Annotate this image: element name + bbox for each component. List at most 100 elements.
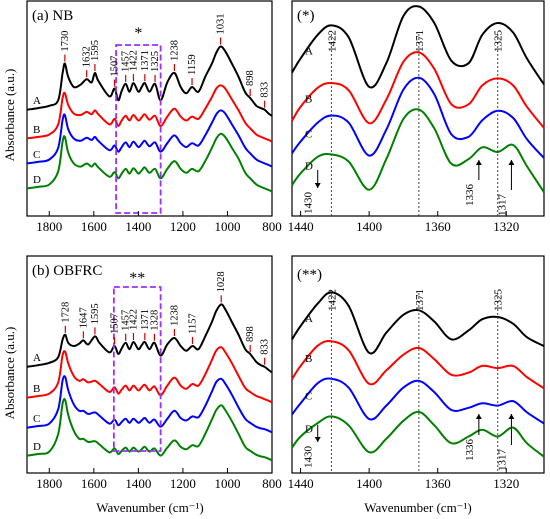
peak-label: 1730 [60, 31, 71, 52]
x-axis-label-left: Wavenumber (cm⁻¹) [96, 500, 204, 515]
series-line-C [26, 375, 273, 434]
panel-a-frame [26, 0, 273, 217]
x-tick-label: 1600 [81, 476, 107, 491]
peak-label: 1507 [110, 56, 121, 77]
x-tick-label: 1360 [425, 476, 451, 491]
arrow-head [508, 160, 515, 165]
reference-line-label: 1422 [326, 30, 338, 52]
peak-label: 1457 [121, 310, 132, 331]
series-label-A: A [33, 352, 41, 364]
peak-label: 898 [245, 70, 256, 86]
peak-label: 1028 [216, 271, 227, 292]
series-label-D: D [305, 160, 313, 172]
series-line-A [26, 303, 273, 374]
series-label-A: A [305, 45, 313, 57]
series-label-A: A [33, 95, 41, 107]
series-label-D: D [33, 441, 41, 453]
x-tick-label: 1000 [214, 219, 240, 234]
series-label-B: B [305, 94, 312, 106]
arrow-label: 1430 [303, 192, 315, 215]
peak-label: 1595 [90, 303, 101, 324]
x-tick-label: 1320 [493, 219, 519, 234]
x-tick-label: 1400 [125, 476, 151, 491]
x-tick-label: 1360 [425, 219, 451, 234]
series-line-D [26, 132, 273, 193]
peak-label: 1238 [169, 40, 180, 61]
peak-label: 1422 [129, 309, 140, 330]
series-line-D [26, 398, 273, 462]
panel-b-title: (b) OBFRC [32, 263, 102, 279]
arrow-label: 1317 [496, 194, 508, 217]
series-line-A [26, 45, 273, 117]
x-tick-label: 1000 [214, 476, 240, 491]
panel-b-zoom-series: A B C D [291, 291, 545, 458]
series-label-C: C [33, 413, 40, 425]
x-tick-label: 800 [262, 219, 282, 234]
panel-a-title: (a) NB [32, 8, 73, 24]
panel-a-x-ticks: 1800 1600 1400 1200 1000 800 [36, 211, 282, 234]
arrow-head [314, 183, 321, 188]
panel-a-zoom-x-ticks: 1440 1400 1360 1320 [288, 211, 519, 234]
panel-a-zoom-title: (*) [297, 8, 315, 24]
panel-b-zoom-annotations: 1422 1371 1325 1430 1336 1317 [303, 289, 515, 473]
zoom-region-label: * [134, 25, 142, 42]
series-line-B [26, 346, 273, 404]
series-line-A [291, 5, 545, 89]
arrow-label: 1336 [464, 184, 476, 207]
x-tick-label: 1800 [36, 219, 62, 234]
panel-a-series: A B C D [26, 45, 273, 193]
reference-line-label: 1325 [493, 30, 505, 53]
arrow-head [475, 160, 482, 165]
panel-a-zoom-annotations: 1422 1371 1325 1430 1336 1317 [303, 30, 515, 217]
peak-label: 1728 [60, 302, 71, 323]
panel-b-zoom-title: (**) [297, 267, 322, 283]
series-label-B: B [305, 353, 312, 365]
series-line-C [291, 76, 545, 159]
series-label-C: C [33, 149, 40, 161]
zoom-region-label: ** [129, 270, 145, 287]
series-label-A: A [305, 313, 313, 325]
zoom-region-box [112, 286, 162, 452]
panel-b-zoom-frame [291, 255, 545, 474]
peak-label: 1632 [82, 46, 93, 67]
series-line-B [26, 84, 273, 143]
panel-b-x-ticks: 1800 1600 1400 1200 1000 800 [36, 468, 282, 491]
peak-label: 1647 [78, 307, 89, 328]
panel-b: (b) OBFRC A B C D ** 1728 1647 1595 1507 1457142… [26, 255, 282, 491]
series-line-D [291, 108, 545, 193]
reference-line-label: 1371 [414, 30, 426, 52]
x-axis-label-right: Wavenumber (cm⁻¹) [364, 500, 472, 515]
peak-label: 1422 [129, 50, 140, 71]
series-label-D: D [33, 174, 41, 186]
x-tick-label: 1440 [288, 219, 314, 234]
peak-label: 1371 [140, 309, 151, 330]
peak-label: 1325 [150, 51, 161, 72]
panel-b-frame [26, 255, 273, 474]
y-axis-label-bottom: Absorbance (a.u.) [2, 327, 17, 420]
series-line-B [291, 51, 545, 129]
reference-line-label: 1422 [326, 289, 338, 311]
x-tick-label: 1800 [36, 476, 62, 491]
arrow-head [314, 437, 321, 442]
x-tick-label: 1400 [356, 219, 382, 234]
peak-label: 1595 [90, 40, 101, 61]
x-tick-label: 1600 [81, 219, 107, 234]
series-label-B: B [33, 124, 40, 136]
x-tick-label: 1400 [125, 219, 151, 234]
arrow-head [508, 414, 515, 419]
reference-line-label: 1325 [493, 289, 505, 312]
peak-label: 833 [260, 339, 271, 355]
arrow-label: 1430 [303, 446, 315, 469]
peak-label: 1457 [121, 51, 132, 72]
panel-a-zoom-frame [291, 0, 545, 217]
arrow-label: 1336 [464, 439, 476, 462]
series-label-B: B [33, 383, 40, 395]
y-axis-label-top: Absorbance (a.u.) [2, 69, 17, 162]
peak-label: 1507 [110, 313, 121, 334]
arrow-head [475, 414, 482, 419]
x-tick-label: 1400 [356, 476, 382, 491]
peak-label: 1238 [169, 305, 180, 326]
